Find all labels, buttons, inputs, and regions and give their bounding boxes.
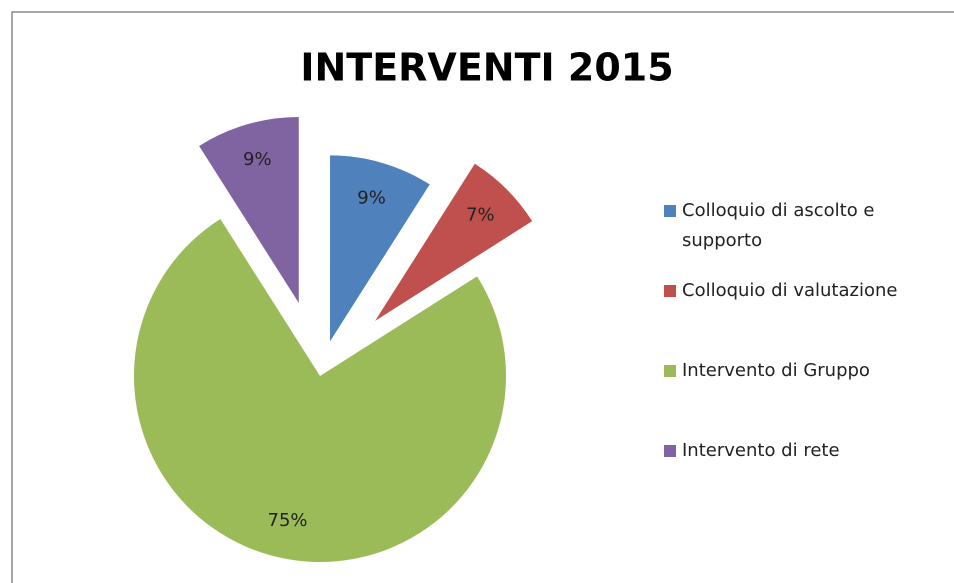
legend-item: Colloquio di valutazione	[664, 276, 944, 306]
legend-label: Intervento di Gruppo	[682, 360, 870, 381]
legend-swatch	[664, 205, 676, 217]
legend-item: Intervento di Gruppo	[664, 356, 944, 386]
legend-label: Intervento di rete	[682, 440, 840, 461]
data-label: 9%	[243, 149, 272, 170]
pie-slice	[199, 117, 299, 304]
legend-label: Colloquio di ascolto e supporto	[682, 200, 875, 251]
legend-swatch	[664, 285, 676, 297]
legend-label: Colloquio di valutazione	[682, 280, 898, 301]
legend-swatch	[664, 365, 676, 377]
data-label: 75%	[268, 510, 308, 531]
pie-slice	[330, 155, 430, 342]
data-label: 7%	[466, 205, 495, 226]
legend-item: Intervento di rete	[664, 436, 944, 466]
data-label: 9%	[357, 188, 386, 209]
chart-title: INTERVENTI 2015	[300, 46, 673, 90]
legend-item: Colloquio di ascolto e supporto	[664, 196, 944, 256]
pie-slice	[134, 218, 507, 562]
pie-slice	[375, 163, 533, 321]
legend-swatch	[664, 445, 676, 457]
